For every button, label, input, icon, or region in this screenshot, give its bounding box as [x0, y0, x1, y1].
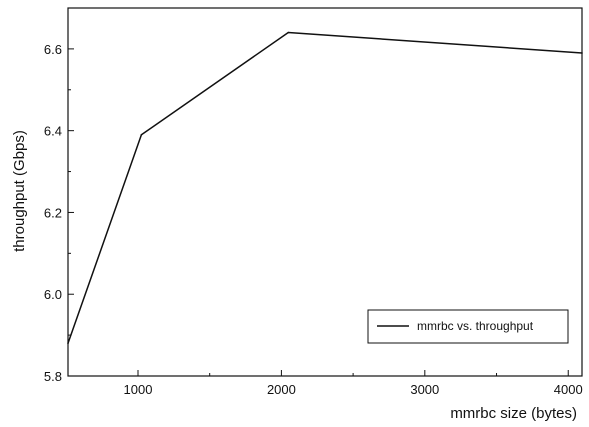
- data-point: [287, 31, 290, 34]
- y-tick-label: 6.6: [44, 42, 62, 57]
- data-point: [140, 133, 143, 136]
- series-layer: [67, 31, 583, 345]
- x-tick-label: 2000: [267, 382, 296, 397]
- y-tick-label: 6.2: [44, 205, 62, 220]
- x-axis-ticks: 1000 2000 3000 4000: [124, 370, 583, 397]
- x-tick-label: 3000: [410, 382, 439, 397]
- y-tick-label: 6.4: [44, 124, 62, 139]
- x-tick-label: 1000: [124, 382, 153, 397]
- y-axis-label: throughput (Gbps): [11, 130, 28, 252]
- x-tick-label: 4000: [554, 382, 583, 397]
- legend-label-series-0: mmrbc vs. throughput: [417, 319, 534, 333]
- data-point: [67, 342, 69, 345]
- plot-area-border: [67, 7, 583, 377]
- plot-frame: [67, 7, 583, 377]
- legend: mmrbc vs. throughput: [367, 309, 569, 344]
- x-axis-label: mmrbc size (bytes): [450, 405, 577, 422]
- data-point: [581, 52, 583, 54]
- series-line-0: [67, 31, 583, 344]
- y-tick-label: 5.8: [44, 369, 62, 384]
- y-tick-label: 6.0: [44, 287, 62, 302]
- y-axis-ticks: 5.8 6.0 6.2 6.4 6.6: [44, 7, 74, 384]
